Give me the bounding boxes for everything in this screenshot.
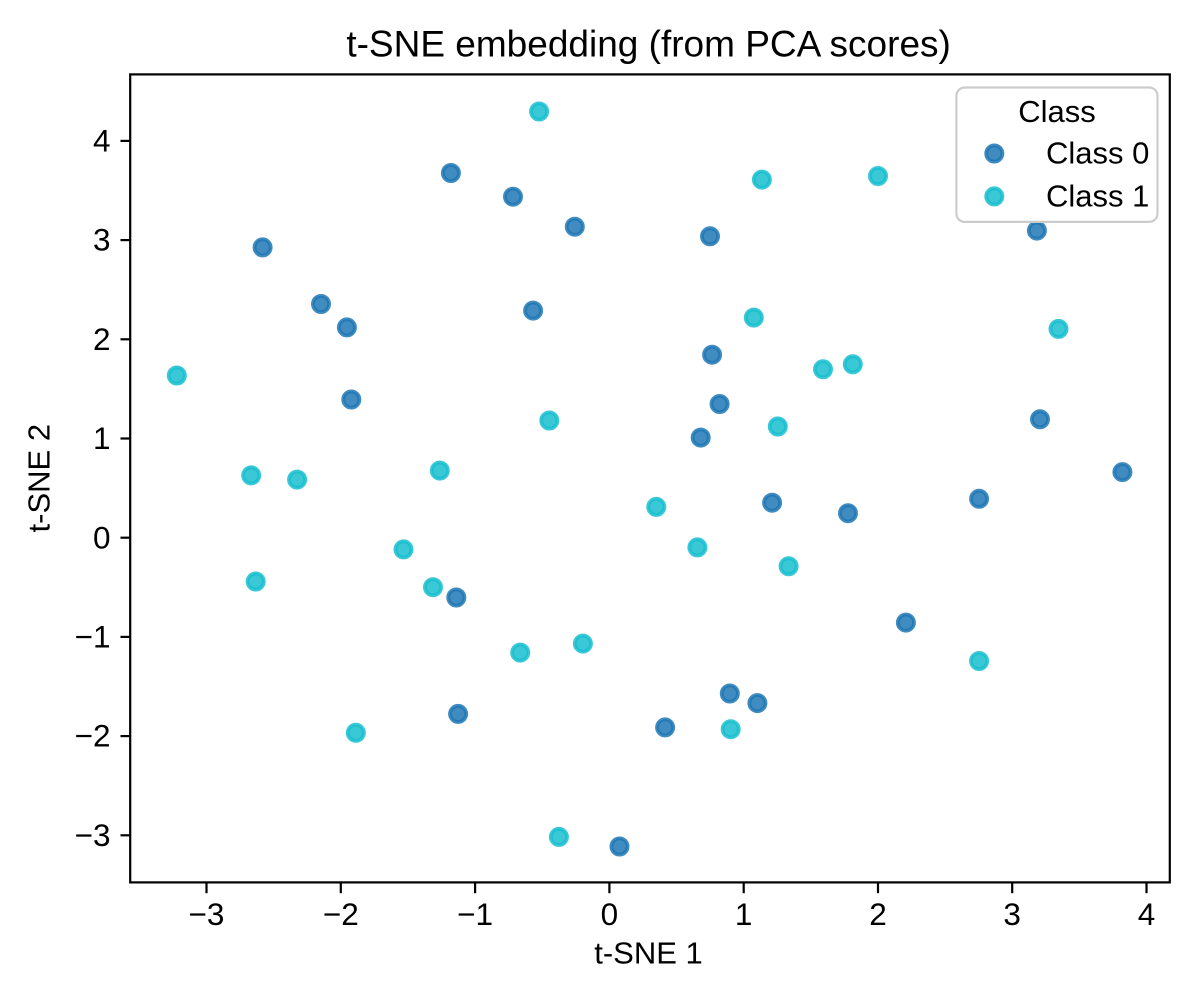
- svg-text:t-SNE embedding (from PCA scor: t-SNE embedding (from PCA scores): [346, 24, 951, 65]
- svg-text:3: 3: [93, 222, 111, 258]
- svg-text:Class 1: Class 1: [1046, 179, 1149, 214]
- svg-text:Class: Class: [1018, 94, 1096, 129]
- svg-text:2: 2: [869, 896, 887, 932]
- svg-text:2: 2: [93, 321, 111, 357]
- svg-text:−2: −2: [323, 896, 359, 932]
- svg-text:−1: −1: [457, 896, 493, 932]
- svg-text:4: 4: [93, 123, 111, 159]
- svg-text:t-SNE 1: t-SNE 1: [594, 936, 703, 971]
- svg-text:0: 0: [601, 896, 619, 932]
- svg-text:0: 0: [93, 519, 111, 555]
- svg-text:4: 4: [1138, 896, 1156, 932]
- svg-text:−2: −2: [75, 718, 111, 754]
- svg-text:−1: −1: [75, 619, 111, 655]
- svg-text:−3: −3: [189, 896, 225, 932]
- svg-text:3: 3: [1003, 896, 1021, 932]
- svg-text:Class 0: Class 0: [1046, 136, 1149, 171]
- svg-text:1: 1: [93, 420, 111, 456]
- svg-text:−3: −3: [75, 817, 111, 853]
- svg-text:t-SNE 2: t-SNE 2: [22, 424, 57, 533]
- svg-text:1: 1: [735, 896, 753, 932]
